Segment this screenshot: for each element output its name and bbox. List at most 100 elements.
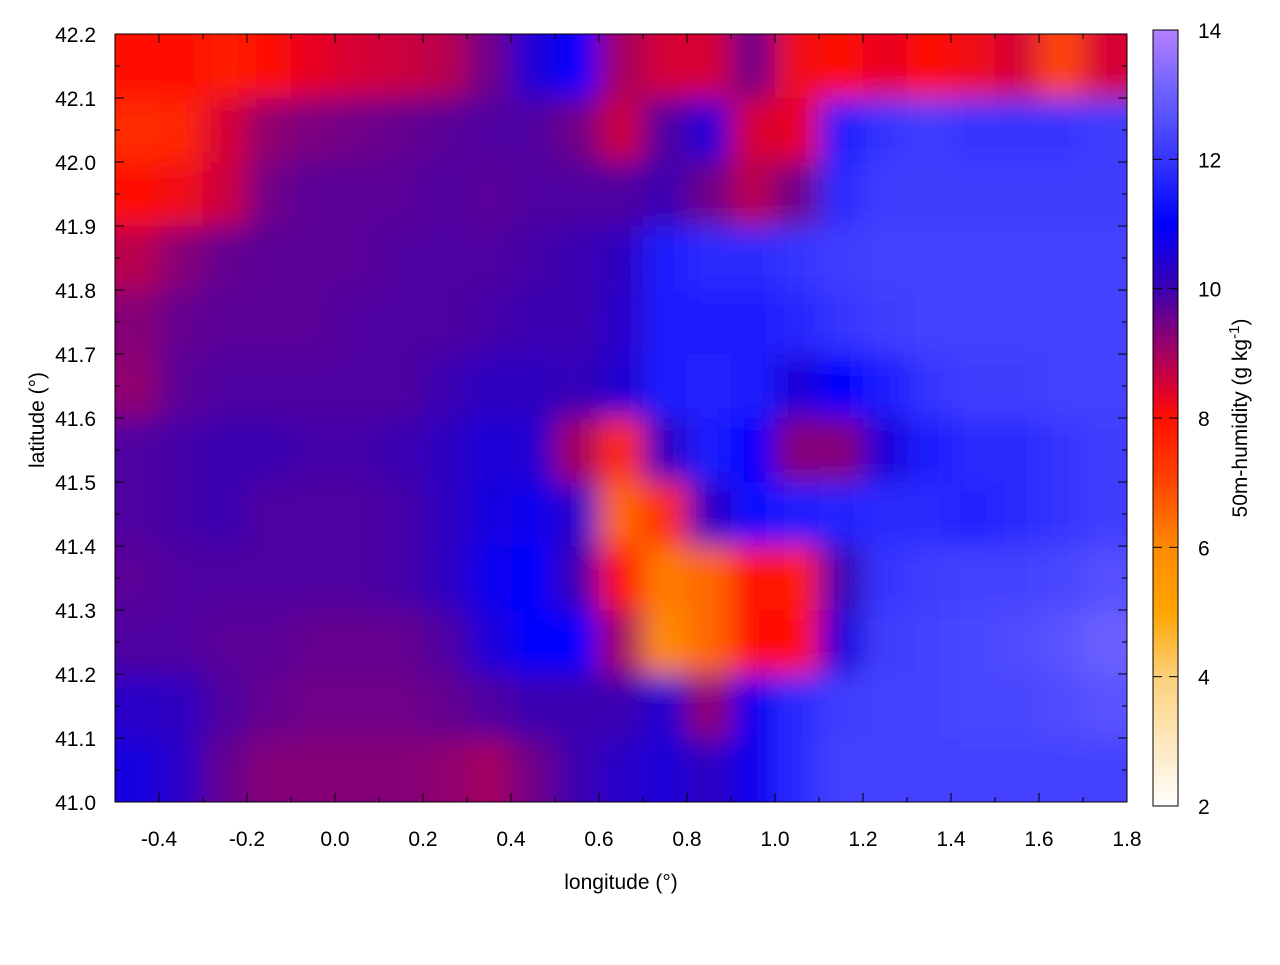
heatmap-cell (819, 610, 864, 675)
heatmap-cell (159, 546, 204, 611)
heatmap-cell (115, 290, 160, 355)
heatmap-cell (379, 738, 424, 802)
heatmap-cell (643, 98, 688, 163)
heatmap-cell (423, 354, 468, 419)
heatmap-cell (555, 354, 600, 419)
heatmap-cell (379, 162, 424, 227)
heatmap-cell (599, 482, 644, 547)
heatmap-cell (1083, 482, 1127, 547)
heatmap-cell (731, 674, 776, 739)
heatmap-cell (1039, 226, 1084, 291)
heatmap-cell (907, 418, 952, 483)
heatmap-cell (775, 354, 820, 419)
heatmap-cell (159, 354, 204, 419)
heatmap-cell (599, 546, 644, 611)
heatmap-cell (687, 226, 732, 291)
heatmap-cell (159, 482, 204, 547)
heatmap-cell (731, 418, 776, 483)
heatmap-cell (599, 226, 644, 291)
heatmap-cell (555, 482, 600, 547)
heatmap-cell (1039, 162, 1084, 227)
heatmap-cell (335, 546, 380, 611)
heatmap-cell (379, 290, 424, 355)
heatmap-cells (115, 34, 1127, 802)
y-tick-label: 41.4 (55, 536, 96, 559)
heatmap-cell (379, 98, 424, 163)
heatmap-cell (995, 162, 1040, 227)
heatmap-cell (423, 98, 468, 163)
heatmap-cell (423, 162, 468, 227)
heatmap-cell (335, 34, 380, 99)
heatmap-cell (423, 610, 468, 675)
heatmap-cell (995, 738, 1040, 802)
heatmap-cell (247, 34, 292, 99)
heatmap-cell (555, 162, 600, 227)
heatmap-cell (247, 290, 292, 355)
heatmap-cell (115, 226, 160, 291)
heatmap-cell (731, 738, 776, 802)
heatmap-cell (731, 354, 776, 419)
heatmap-cell (731, 610, 776, 675)
heatmap-cell (247, 610, 292, 675)
heatmap-cell (775, 546, 820, 611)
heatmap-cell (335, 738, 380, 802)
heatmap-cell (203, 546, 248, 611)
heatmap-cell (291, 226, 336, 291)
heatmap-cell (511, 482, 556, 547)
heatmap-cell (951, 738, 996, 802)
heatmap-cell (1039, 354, 1084, 419)
heatmap-cell (599, 34, 644, 99)
heatmap-cell (687, 34, 732, 99)
heatmap-cell (203, 226, 248, 291)
heatmap-cell (819, 290, 864, 355)
heatmap-cell (687, 674, 732, 739)
heatmap-cell (775, 610, 820, 675)
colorbar-tick-label: 12 (1198, 149, 1221, 172)
heatmap-cell (555, 738, 600, 802)
heatmap-cell (599, 610, 644, 675)
heatmap-cell (203, 674, 248, 739)
heatmap-cell (423, 482, 468, 547)
heatmap-cell (291, 162, 336, 227)
heatmap-cell (731, 162, 776, 227)
colorbar-axis: 2 4 6 8 10 12 14 (1153, 20, 1222, 819)
heatmap-cell (379, 546, 424, 611)
heatmap-cell (115, 546, 160, 611)
heatmap-cell (555, 610, 600, 675)
heatmap-cell (907, 98, 952, 163)
heatmap-cell (599, 674, 644, 739)
heatmap-cell (995, 482, 1040, 547)
x-tick-label: -0.4 (141, 828, 178, 851)
heatmap-cell (291, 482, 336, 547)
heatmap-cell (863, 162, 908, 227)
x-tick-label: 1.0 (760, 828, 789, 851)
heatmap-cell (1039, 98, 1084, 163)
heatmap-cell (687, 418, 732, 483)
colorbar-tick-label: 8 (1198, 408, 1210, 431)
heatmap-cell (819, 98, 864, 163)
heatmap-cell (995, 226, 1040, 291)
colorbar-tick-label: 6 (1198, 537, 1210, 560)
heatmap-cell (599, 98, 644, 163)
heatmap-cell (115, 98, 160, 163)
heatmap-cell (247, 162, 292, 227)
heatmap-cell (819, 738, 864, 802)
heatmap-cell (599, 162, 644, 227)
heatmap-cell (247, 98, 292, 163)
heatmap-cell (687, 738, 732, 802)
heatmap-cell (995, 354, 1040, 419)
heatmap-cell (115, 482, 160, 547)
heatmap-cell (511, 98, 556, 163)
heatmap-cell (995, 98, 1040, 163)
heatmap-cell (379, 610, 424, 675)
heatmap-cell (335, 418, 380, 483)
heatmap-cell (423, 674, 468, 739)
x-tick-label: 1.2 (848, 828, 877, 851)
heatmap-cell (907, 610, 952, 675)
heatmap-cell (511, 418, 556, 483)
heatmap-cell (423, 226, 468, 291)
heatmap-cell (511, 546, 556, 611)
x-tick-label: 0.0 (320, 828, 349, 851)
heatmap-cell (467, 162, 512, 227)
heatmap-cell (775, 482, 820, 547)
